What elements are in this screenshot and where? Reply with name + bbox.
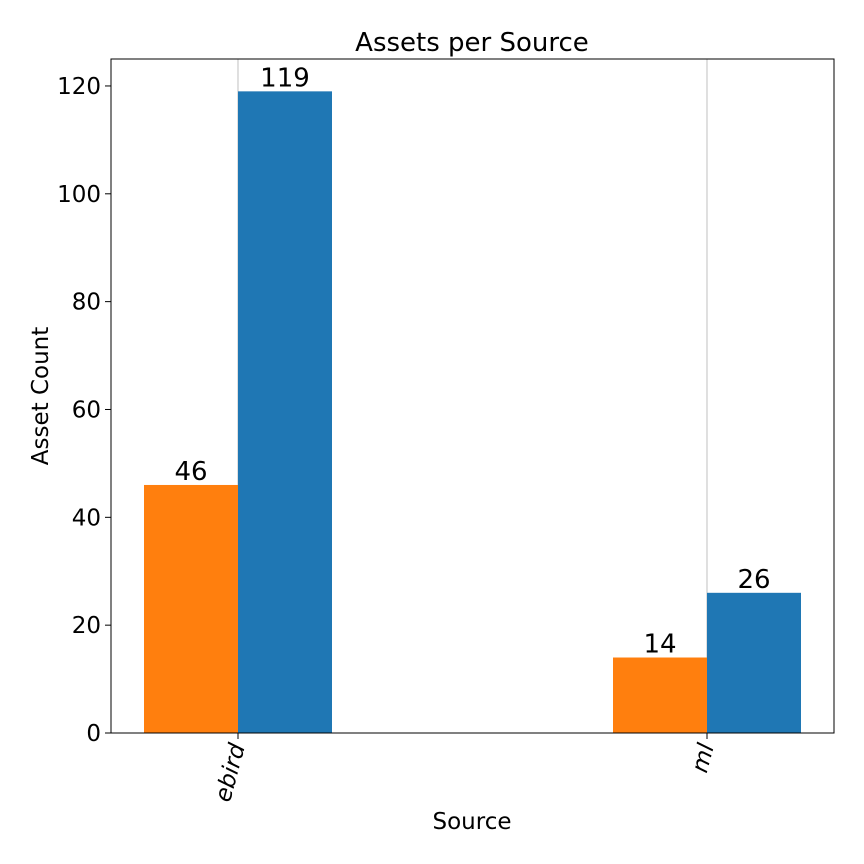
value-label-ml-series-2: 26 [737, 565, 770, 595]
x-axis-label: Source [433, 809, 512, 835]
bar-ebird-series-2 [238, 91, 332, 734]
y-tick-label: 60 [72, 397, 101, 423]
x-axis-ticks: ebird ml [210, 733, 720, 805]
x-tick-label-ml: ml [687, 740, 720, 775]
y-tick-label: 0 [86, 721, 101, 747]
y-tick-label: 80 [72, 290, 101, 316]
bar-ml-series-1 [613, 657, 707, 733]
y-tick-label: 100 [57, 182, 101, 208]
bars [144, 91, 801, 734]
chart-title: Assets per Source [355, 28, 589, 58]
plot-frame [110, 58, 835, 734]
y-axis-label: Asset Count [28, 327, 54, 465]
y-tick-label: 20 [72, 613, 101, 639]
y-tick-label: 120 [57, 74, 101, 100]
y-tick-label: 40 [72, 505, 101, 531]
value-labels: 46 14 119 26 [174, 63, 770, 659]
bar-ebird-series-1 [144, 484, 238, 733]
x-tick-label-ebird: ebird [210, 740, 251, 804]
bar-ml-series-2 [707, 592, 801, 733]
y-axis-ticks: 0 20 40 60 80 100 120 [57, 74, 111, 747]
value-label-ebird-series-2: 119 [260, 63, 310, 93]
value-label-ml-series-1: 14 [643, 630, 676, 660]
value-label-ebird-series-1: 46 [174, 457, 207, 487]
